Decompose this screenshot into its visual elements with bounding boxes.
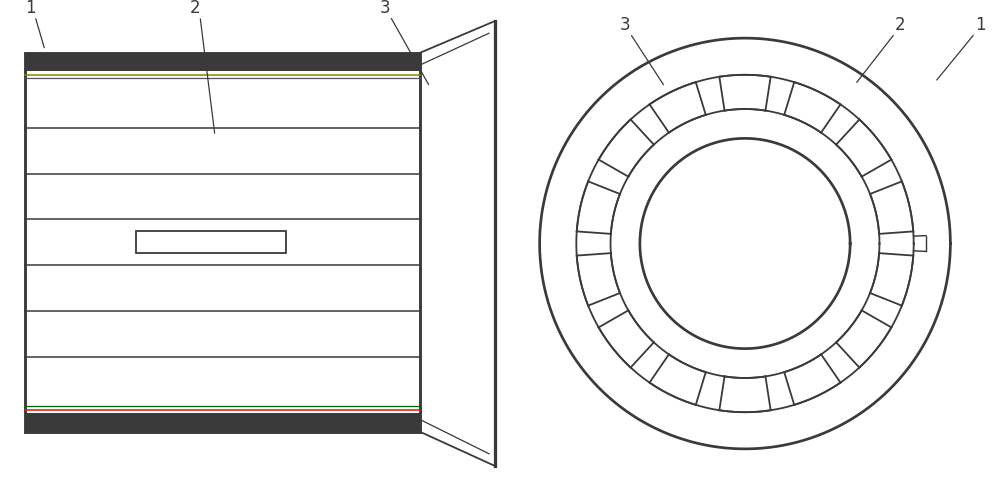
Text: 1: 1 [975,16,986,34]
Text: 3: 3 [380,0,391,17]
Text: 3: 3 [620,16,631,34]
Bar [136,232,286,254]
Text: 2: 2 [895,16,906,34]
Text: 2: 2 [190,0,201,17]
Bar [25,413,420,432]
Bar [25,54,420,432]
Bar [25,54,420,72]
Text: 1: 1 [25,0,36,17]
